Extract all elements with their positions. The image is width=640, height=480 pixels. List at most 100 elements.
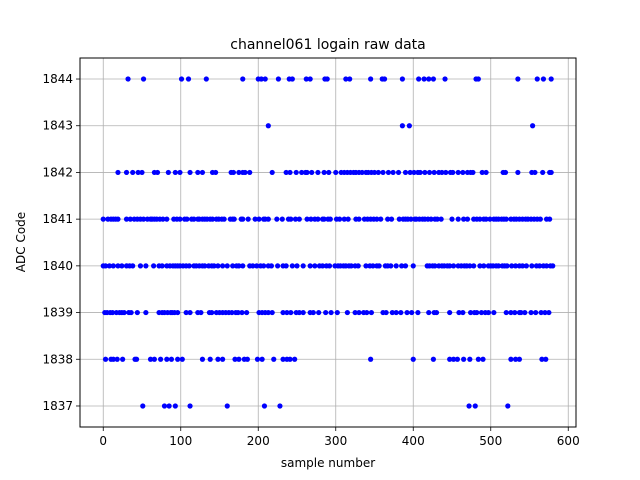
data-point (229, 309, 235, 316)
data-point (327, 216, 333, 222)
data-point (454, 356, 461, 362)
data-point (164, 356, 170, 362)
data-points (100, 76, 556, 409)
data-point (388, 216, 395, 222)
data-point (381, 76, 388, 82)
data-point (470, 169, 476, 176)
data-point (415, 309, 421, 316)
data-point (503, 216, 509, 222)
data-point (175, 356, 181, 362)
data-point (106, 263, 113, 269)
x-tick-label: 200 (247, 434, 270, 448)
data-point (220, 356, 226, 362)
data-point (187, 309, 193, 316)
data-point (378, 216, 384, 222)
data-point (294, 263, 300, 269)
data-point (209, 216, 216, 222)
data-point (300, 309, 306, 316)
data-point (245, 216, 251, 222)
data-point (279, 216, 285, 222)
data-point (352, 309, 358, 316)
data-point (356, 309, 362, 316)
data-point (137, 263, 144, 269)
data-point (310, 309, 316, 316)
data-point (344, 309, 350, 316)
data-point (283, 263, 289, 269)
data-point (292, 216, 299, 222)
data-point (548, 76, 554, 82)
data-point (119, 263, 125, 269)
data-point (250, 263, 256, 269)
data-point (408, 216, 414, 222)
data-point (254, 263, 260, 269)
data-point (254, 356, 261, 362)
data-point (195, 169, 201, 176)
data-point (172, 169, 178, 176)
data-point (175, 309, 181, 316)
data-point (402, 169, 409, 176)
data-point (368, 356, 374, 362)
data-point (380, 169, 386, 176)
data-point (244, 309, 250, 316)
data-point (461, 356, 467, 362)
data-point (207, 356, 213, 362)
plot-frame (79, 57, 577, 428)
data-point (115, 263, 121, 269)
data-point (485, 309, 492, 316)
data-point (130, 263, 136, 269)
data-point (308, 216, 314, 222)
data-point (110, 356, 116, 362)
data-point (177, 169, 183, 176)
chart-title: channel061 logain raw data (230, 37, 425, 53)
data-point (125, 76, 131, 82)
data-point (199, 356, 206, 362)
data-point (316, 309, 322, 316)
data-point (512, 356, 519, 362)
data-point (516, 356, 523, 362)
data-point (127, 216, 133, 222)
data-point (158, 356, 164, 362)
x-tick-label: 500 (479, 434, 502, 448)
data-point (191, 216, 197, 222)
data-point (430, 356, 436, 362)
data-point (115, 216, 121, 222)
data-point (411, 169, 417, 176)
data-point (474, 309, 480, 316)
data-point (220, 263, 226, 269)
data-point (287, 169, 293, 176)
data-point (115, 169, 121, 176)
data-point (519, 263, 526, 269)
data-point (450, 263, 457, 269)
data-point (114, 356, 120, 362)
data-point (296, 309, 302, 316)
data-point (161, 403, 168, 409)
data-point (447, 309, 453, 316)
data-point (304, 216, 310, 222)
data-point (409, 309, 415, 316)
data-point (422, 169, 428, 176)
data-point (143, 309, 149, 316)
data-point (231, 216, 237, 222)
data-point (442, 76, 448, 82)
data-point (168, 356, 175, 362)
data-point (121, 309, 127, 316)
data-point (534, 76, 540, 82)
data-point (300, 263, 306, 269)
data-point (407, 169, 413, 176)
data-point (504, 263, 510, 269)
data-point (546, 309, 552, 316)
data-point (179, 356, 185, 362)
data-point (368, 76, 374, 82)
data-point (275, 263, 281, 269)
data-point (247, 169, 253, 176)
data-point (410, 263, 416, 269)
data-point (224, 263, 230, 269)
data-point (359, 169, 365, 176)
data-point (376, 263, 382, 269)
data-point (284, 309, 290, 316)
data-point (259, 356, 265, 362)
y-tick-label: 1842 (42, 165, 73, 179)
data-point (434, 216, 440, 222)
data-point (426, 76, 432, 82)
data-point (289, 76, 295, 82)
